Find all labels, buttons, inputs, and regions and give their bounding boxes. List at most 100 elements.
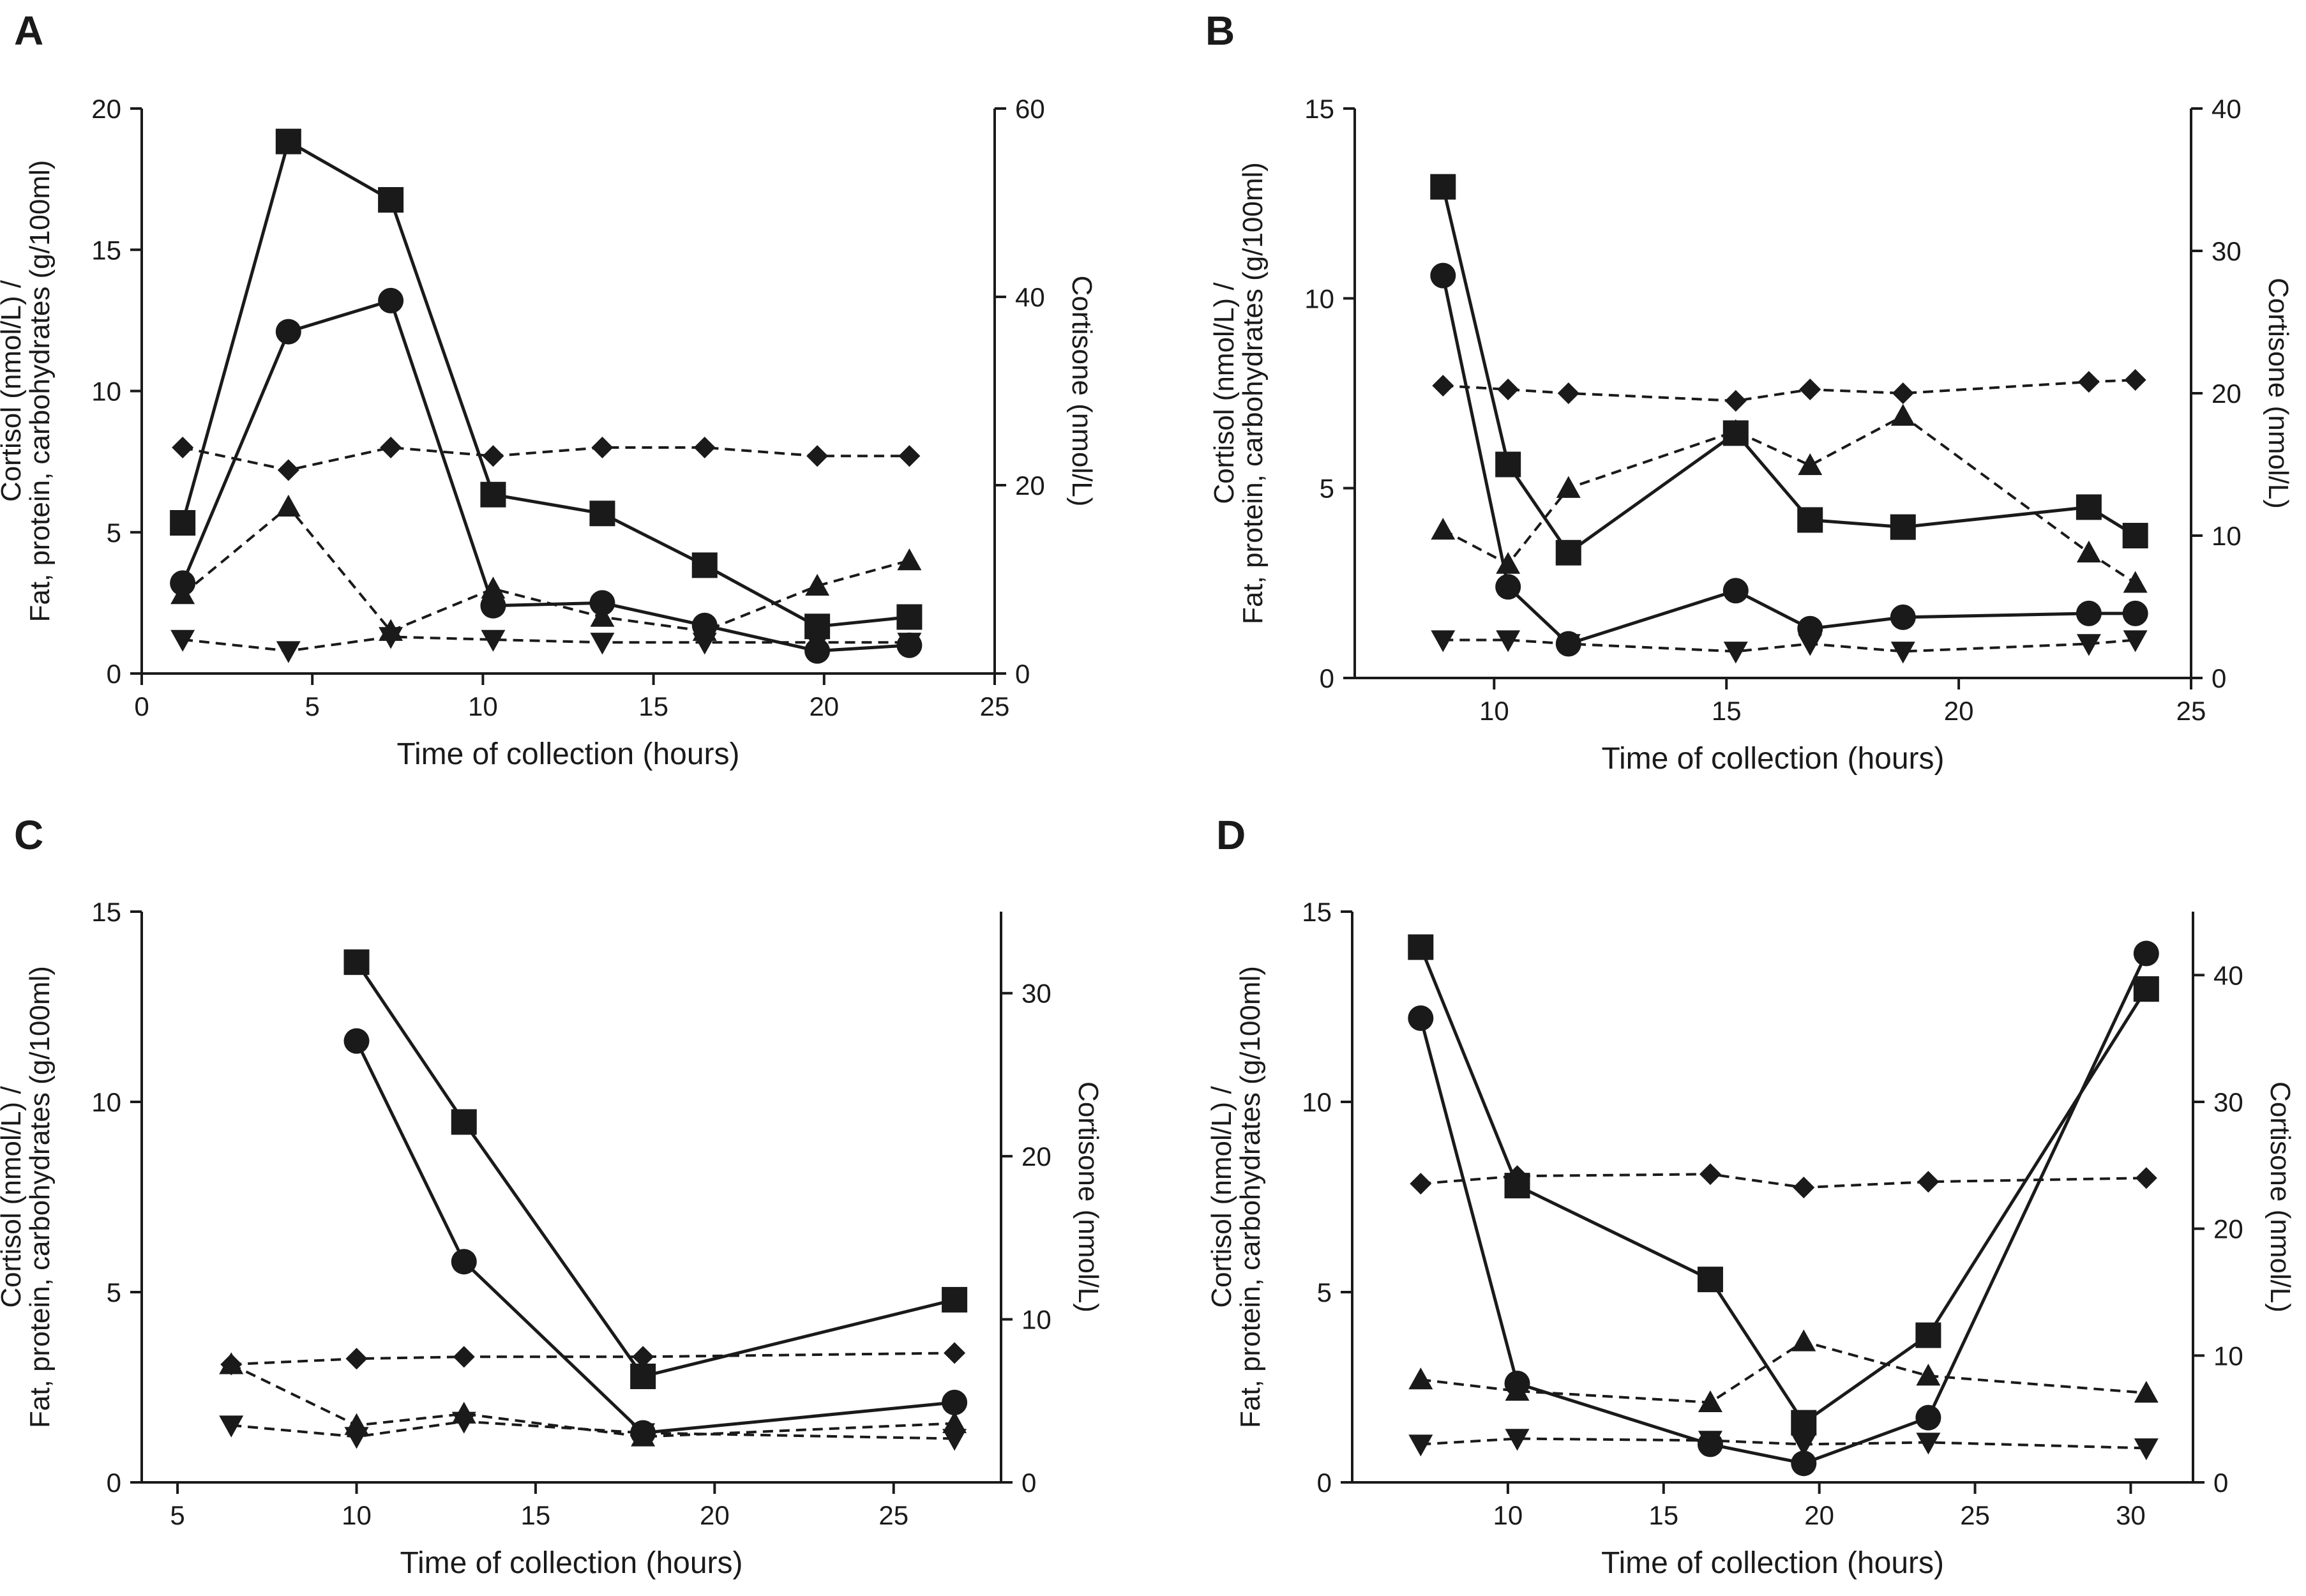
carbohydrates-point-c xyxy=(631,1423,656,1445)
x-tick-label-d: 15 xyxy=(1648,1500,1678,1530)
x-tick-label-b: 15 xyxy=(1712,696,1742,726)
y2-axis-title-a: Cortisone (nmol/L) xyxy=(1066,276,1097,507)
cortisol-point-d xyxy=(1408,1005,1434,1031)
fat-point-a xyxy=(693,437,716,458)
x-axis-title-d: Time of collection (hours) xyxy=(1601,1546,1944,1580)
carbohydrates-point-b xyxy=(1723,642,1748,664)
fat-point-a xyxy=(806,445,829,467)
protein-line-c xyxy=(230,1363,955,1438)
cortisol-point-b xyxy=(1430,262,1456,289)
y-axis-title-line1-c: Fat, protein, carbohydrates (g/100ml) xyxy=(24,966,56,1428)
protein-point-b xyxy=(2123,571,2148,593)
y-tick-label-c: 15 xyxy=(91,897,121,927)
y-tick-label-c: 5 xyxy=(107,1277,121,1307)
fat-point-b xyxy=(1497,379,1519,401)
y2-axis-title-c: Cortisone (nmol/L) xyxy=(1073,1081,1104,1313)
cortisone-point-a xyxy=(170,510,196,536)
cortisone-point-b xyxy=(1555,539,1581,566)
carbohydrates-point-c xyxy=(451,1412,476,1434)
x-axis-title-c: Time of collection (hours) xyxy=(400,1546,742,1580)
protein-point-b xyxy=(1798,453,1823,476)
carbohydrates-point-d xyxy=(1505,1429,1530,1451)
fat-point-d xyxy=(1410,1173,1432,1195)
carbohydrates-point-d xyxy=(1791,1434,1816,1457)
carbohydrates-point-d xyxy=(1408,1434,1433,1457)
cortisol-point-d xyxy=(1915,1404,1941,1431)
cortisone-point-d xyxy=(1408,934,1434,960)
panel-d: D 10 15 20 25 30 0 5 10 15 0 10 20 30 40 Time of colle… xyxy=(1206,812,2296,1580)
fat-point-d xyxy=(1506,1165,1528,1187)
carbohydrates-point-b xyxy=(1556,634,1581,656)
protein-point-b xyxy=(1556,476,1581,498)
carbohydrates-line-d xyxy=(1421,1437,2146,1450)
x-tick-label-b: 25 xyxy=(2176,696,2206,726)
panel-label-c: C xyxy=(14,812,43,858)
x-axis-title-b: Time of collection (hours) xyxy=(1601,742,1944,776)
y2-axis-title-d: Cortisone (nmol/L) xyxy=(2265,1081,2296,1313)
cortisol-point-b xyxy=(2122,600,2148,626)
cortisone-point-a xyxy=(589,501,615,527)
protein-point-a xyxy=(481,576,506,599)
cortisol-point-c xyxy=(451,1249,477,1275)
cortisol-line-d xyxy=(1419,952,2148,1465)
protein-point-d xyxy=(1698,1390,1722,1413)
fat-point-c xyxy=(453,1346,475,1368)
y-tick-label-a: 5 xyxy=(107,518,121,548)
y-axis-title-line2-a: Cortisol (nmol/L) / xyxy=(0,280,27,502)
protein-point-d xyxy=(1791,1329,1816,1351)
cortisone-point-b xyxy=(1890,514,1916,540)
y-tick-label-d: 10 xyxy=(1302,1087,1332,1117)
fat-point-a xyxy=(898,445,921,467)
carbohydrates-point-a xyxy=(170,629,195,652)
y-tick-label-b: 0 xyxy=(1320,663,1334,693)
cortisone-line-d xyxy=(1419,946,2148,1425)
y-tick-label-b: 15 xyxy=(1304,94,1334,124)
cortisone-point-a xyxy=(691,552,718,578)
protein-point-a xyxy=(170,582,195,605)
carbohydrates-point-a xyxy=(692,633,717,655)
carbohydrates-point-a xyxy=(805,633,830,655)
fat-point-a xyxy=(482,445,504,467)
protein-point-d xyxy=(1408,1367,1433,1390)
cortisol-point-b xyxy=(1722,578,1749,604)
fat-point-b xyxy=(1724,389,1747,412)
y-axis-title-line2-d: Cortisol (nmol/L) / xyxy=(1206,1086,1237,1308)
carbohydrates-point-d xyxy=(1698,1431,1722,1453)
y-tick-label-c: 10 xyxy=(91,1087,121,1117)
cortisone-point-b xyxy=(2076,494,2102,520)
x-tick-label-a: 15 xyxy=(638,691,668,721)
x-tick-label-a: 20 xyxy=(809,691,839,721)
protein-point-b xyxy=(1723,419,1748,441)
cortisol-point-b xyxy=(2076,600,2102,626)
fat-point-c xyxy=(944,1342,966,1364)
cortisol-line-a xyxy=(181,299,910,653)
plot-c: 5 10 15 20 25 0 5 10 15 0 10 20 30 Time of collection… xyxy=(0,897,1104,1580)
cortisone-point-a xyxy=(896,604,923,630)
fat-point-a xyxy=(380,437,402,458)
protein-point-b xyxy=(1431,518,1456,540)
fat-point-d xyxy=(1917,1171,1940,1193)
y2-tick-label-c: 0 xyxy=(1021,1468,1036,1498)
x-tick-label-c: 15 xyxy=(521,1500,551,1530)
y2-tick-label-a: 60 xyxy=(1015,94,1045,124)
protein-point-c xyxy=(942,1411,967,1433)
y-tick-label-d: 15 xyxy=(1302,897,1332,927)
protein-point-c xyxy=(219,1352,244,1374)
cortisol-point-a xyxy=(378,287,404,313)
x-tick-label-a: 25 xyxy=(980,691,1010,721)
protein-point-d xyxy=(2134,1380,2159,1403)
fat-point-b xyxy=(2124,369,2146,391)
x-tick-label-d: 30 xyxy=(2116,1500,2146,1530)
x-tick-label-b: 20 xyxy=(1944,696,1974,726)
cortisone-point-d xyxy=(1791,1410,1817,1436)
x-tick-label-a: 0 xyxy=(134,691,149,721)
fat-point-d xyxy=(1793,1177,1815,1199)
x-tick-label-c: 20 xyxy=(700,1500,730,1530)
carbohydrates-point-a xyxy=(897,633,922,655)
carbohydrates-point-b xyxy=(1798,634,1823,656)
y-tick-label-a: 15 xyxy=(91,235,121,265)
cortisone-point-c xyxy=(630,1363,656,1389)
plot-d: 10 15 20 25 30 0 5 10 15 0 10 20 30 40 Time of collect… xyxy=(1206,897,2296,1580)
